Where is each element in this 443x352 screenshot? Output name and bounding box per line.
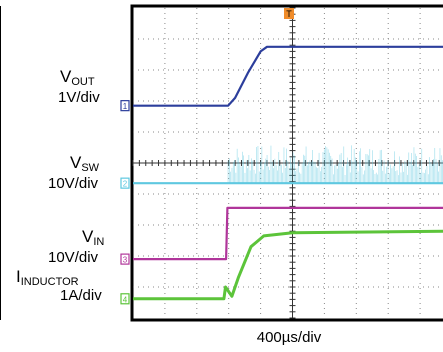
vout-label: VOUT 1V/div xyxy=(58,67,100,106)
vsw-label-main: V xyxy=(70,153,82,172)
trace-line-vout xyxy=(133,45,443,107)
channel-marker-3: 3 xyxy=(120,253,130,265)
vsw-label-sub: SW xyxy=(81,162,99,174)
iinductor-label-main: I xyxy=(16,267,21,286)
channel-marker-label: 2 xyxy=(123,180,128,189)
vsw-scale: 10V/div xyxy=(48,175,99,192)
time-scale-label: 400µs/div xyxy=(257,329,322,346)
iinductor-scale: 1A/div xyxy=(60,287,102,304)
channel-marker-4: 4 xyxy=(120,293,130,305)
svg-text:IINDUCTOR: IINDUCTOR xyxy=(16,267,79,288)
trace-vin xyxy=(133,206,443,261)
trace-vout xyxy=(133,45,443,107)
svg-text:VOUT: VOUT xyxy=(60,67,95,88)
left-plot-edge xyxy=(0,6,1,320)
channel-markers: 1 2 3 4 xyxy=(120,100,130,305)
trace-line-vin xyxy=(133,206,443,261)
channel-marker-label: 1 xyxy=(123,102,128,111)
vout-label-sub: OUT xyxy=(71,76,95,88)
channel-marker-1: 1 xyxy=(120,100,130,112)
traces xyxy=(133,45,443,301)
svg-text:VSW: VSW xyxy=(70,153,100,174)
vout-scale: 1V/div xyxy=(58,89,100,106)
vin-label: VIN 10V/div xyxy=(48,227,104,266)
channel-marker-label: 4 xyxy=(123,295,128,304)
channel-marker-label: 3 xyxy=(123,256,128,265)
svg-text:VIN: VIN xyxy=(82,227,104,248)
plot-area: 1 2 3 4 xyxy=(120,4,443,322)
iinductor-label-sub: INDUCTOR xyxy=(21,276,79,288)
trigger-marker: T xyxy=(284,8,294,19)
trigger-marker-label: T xyxy=(286,9,292,19)
trace-vsw xyxy=(133,145,443,185)
trace-iinductor xyxy=(133,229,443,301)
vin-scale: 10V/div xyxy=(48,249,99,266)
vout-label-main: V xyxy=(60,67,72,86)
vsw-label: VSW 10V/div xyxy=(48,153,100,192)
vin-label-sub: IN xyxy=(93,236,104,248)
channel-marker-2: 2 xyxy=(120,177,130,189)
trace-line-iinductor xyxy=(133,229,443,301)
vin-label-main: V xyxy=(82,227,94,246)
iinductor-label: IINDUCTOR 1A/div xyxy=(16,267,102,304)
